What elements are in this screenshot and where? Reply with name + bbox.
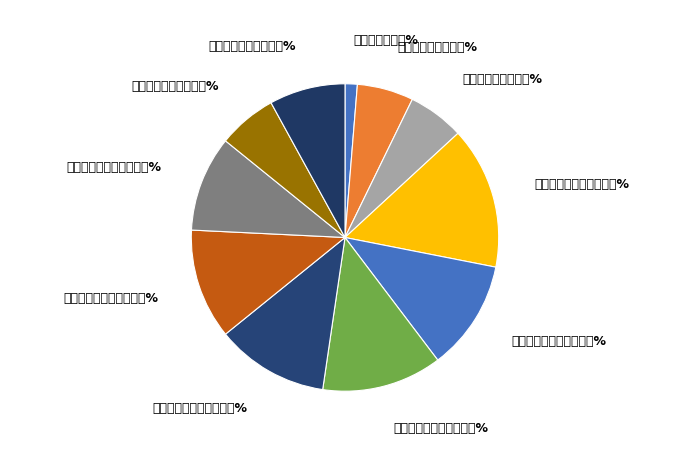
Text: １歳～，２３人，６%: １歳～，２３人，６% (397, 41, 477, 54)
Text: ３０歳～，４９人，１３%: ３０歳～，４９人，１３% (394, 422, 489, 435)
Wedge shape (323, 238, 437, 391)
Text: ５０歳～，４５人，１２%: ５０歳～，４５人，１２% (63, 292, 158, 305)
Wedge shape (345, 133, 499, 267)
Text: ７０歳～，２４人，６%: ７０歳～，２４人，６% (131, 80, 219, 93)
Text: １０歳～，５８人，１５%: １０歳～，５８人，１５% (534, 178, 629, 190)
Wedge shape (226, 238, 345, 390)
Wedge shape (345, 84, 413, 238)
Text: ６０歳～，３９人，１０%: ６０歳～，３９人，１０% (66, 161, 161, 174)
Wedge shape (345, 238, 496, 360)
Wedge shape (271, 84, 345, 238)
Wedge shape (192, 141, 345, 238)
Wedge shape (345, 99, 458, 238)
Text: ５歳～，２３人，６%: ５歳～，２３人，６% (462, 73, 542, 86)
Wedge shape (226, 103, 345, 238)
Wedge shape (191, 230, 345, 334)
Text: ４０歳～，４６人，１２%: ４０歳～，４６人，１２% (152, 402, 248, 415)
Wedge shape (345, 84, 357, 238)
Text: ８０歳～，３１人，８%: ８０歳～，３１人，８% (208, 40, 296, 53)
Text: ０歳，５人，１%: ０歳，５人，１% (353, 34, 418, 48)
Text: ２０歳～，４５人，１１%: ２０歳～，４５人，１１% (512, 335, 607, 348)
